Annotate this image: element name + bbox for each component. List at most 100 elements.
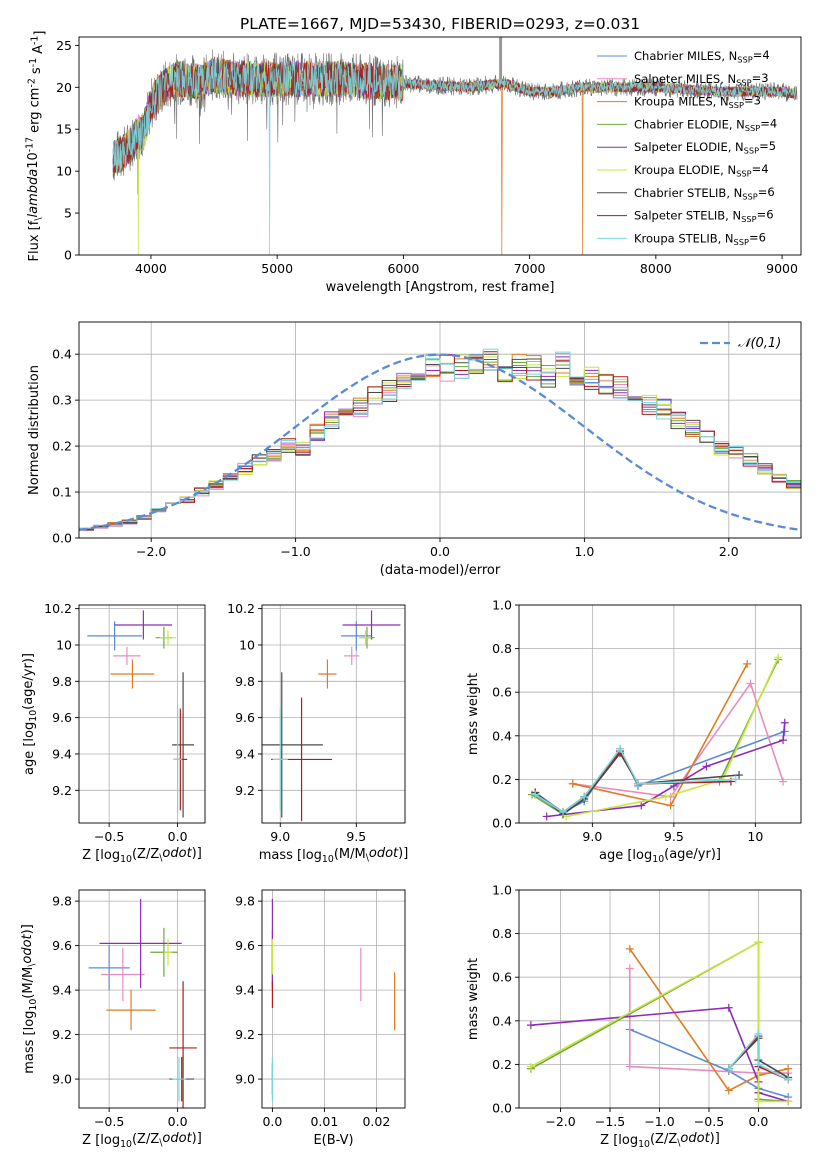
legend-label: Salpeter MILES, NSSP​=3 <box>634 71 769 87</box>
weight-marker-2 <box>568 779 577 788</box>
weight-marker-5 <box>526 1062 535 1071</box>
weight-line-5 <box>566 656 779 818</box>
y-tick-label: 9.4 <box>52 983 72 998</box>
legend-label: Kroupa STELIB, NSSP​=6 <box>634 230 766 246</box>
weight-marker-8 <box>724 1064 733 1073</box>
y-tick-label: 0.4 <box>52 347 72 362</box>
weight-marker-2 <box>784 1064 793 1073</box>
plot-area <box>79 348 801 532</box>
y-tick-label: 0.2 <box>492 1057 512 1072</box>
massweight-vs-metallicity-panel: −2.0 −1.5 −1.0 −0.5 0.0 0.0 0.2 0.4 0.6 0.8 1.0 Z [… <box>466 883 802 1150</box>
weight-marker-4 <box>702 762 711 771</box>
mass-vs-metallicity-panel: −0.5 0.0 9.0 9.2 9.4 9.6 9.8 Z [log10​(Z/Z\​odo… <box>20 889 206 1150</box>
y-axis-label: mass weight <box>466 673 481 755</box>
x-tick-label: −2.0 <box>136 544 166 559</box>
y-tick-label: 10 <box>56 637 72 652</box>
y-tick-label: 0.8 <box>492 926 512 941</box>
weight-marker-2 <box>625 944 634 953</box>
x-axis-label: E(B-V) <box>313 1133 353 1148</box>
x-tick-label: 6000 <box>387 261 419 276</box>
legend-label: 𝒩(0,1) <box>738 336 781 351</box>
legend-label: Salpeter STELIB, NSSP​=6 <box>634 208 774 224</box>
y-tick-label: 1.0 <box>492 598 512 613</box>
y-tick-label: 10 <box>56 164 72 179</box>
x-axis-label: age [log10​(age/yr)] <box>599 847 721 865</box>
plot-area <box>262 610 401 822</box>
x-tick-label: 0.0 <box>262 1114 282 1129</box>
weight-marker-4 <box>542 812 551 821</box>
model-line-7 <box>112 56 796 177</box>
plot-area <box>528 653 789 821</box>
x-tick-label: 9.0 <box>582 829 602 844</box>
weight-marker-1 <box>625 1062 634 1071</box>
y-tick-label: 0.0 <box>492 1101 512 1116</box>
x-tick-label: 9.5 <box>346 829 366 844</box>
legend-label: Chabrier ELODIE, NSSP​=4 <box>634 116 777 132</box>
residual-histogram-panel: 𝒩(0,1) −2.0 −1.0 0.0 1.0 2.0 0.0 0.1 0.2 0.3 0.4 (d… <box>27 321 802 578</box>
x-tick-label: −0.5 <box>94 829 124 844</box>
y-tick-label: 10 <box>239 637 255 652</box>
weight-marker-4 <box>780 718 789 727</box>
weight-marker-8 <box>580 792 589 801</box>
x-tick-label: −1.5 <box>595 1114 625 1129</box>
weight-marker-5 <box>784 1097 793 1106</box>
x-axis-label: Z [log10​(Z/Z\​odot)] <box>600 1131 720 1150</box>
x-tick-label: 1.0 <box>574 544 594 559</box>
x-tick-label: 7000 <box>514 261 546 276</box>
y-tick-label: 1.0 <box>492 883 512 898</box>
plot-area <box>112 37 798 255</box>
y-tick-label: 0.0 <box>52 531 72 546</box>
x-axis-label: Z [log10​(Z/Z\​odot)] <box>82 1131 202 1150</box>
weight-marker-4 <box>526 1021 535 1030</box>
x-tick-label: 0.0 <box>168 829 188 844</box>
y-tick-label: 9.2 <box>52 783 72 798</box>
y-tick-label: 20 <box>56 80 72 95</box>
weight-marker-4 <box>637 801 646 810</box>
axes-frame <box>261 889 406 1109</box>
y-axis-label: mass weight <box>466 958 481 1040</box>
axes-frame <box>261 604 406 824</box>
weight-marker-1 <box>746 679 755 688</box>
axes-frame <box>78 36 802 256</box>
weight-marker-1 <box>625 964 634 973</box>
x-axis-label: wavelength [Angstrom, rest frame] <box>326 280 555 295</box>
y-tick-label: 25 <box>56 38 72 53</box>
y-tick-label: 0.2 <box>52 439 72 454</box>
massweight-vs-age-panel: 9.0 9.5 10 0.0 0.2 0.4 0.6 0.8 1.0 age [log10​(ag… <box>466 598 802 865</box>
normal-curve <box>79 353 799 532</box>
x-tick-label: 9.5 <box>664 829 684 844</box>
y-tick-label: 0.0 <box>492 816 512 831</box>
legend-label: Chabrier STELIB, NSSP​=6 <box>634 185 775 201</box>
weight-marker-8 <box>754 1060 763 1069</box>
weight-marker-8 <box>559 808 568 817</box>
x-tick-label: 5000 <box>261 261 293 276</box>
x-tick-label: 4000 <box>135 261 167 276</box>
weight-marker-2 <box>743 659 752 668</box>
y-tick-label: 5 <box>64 206 72 221</box>
y-tick-label: 9.4 <box>235 983 255 998</box>
x-axis-label: (data-model)/error <box>380 563 501 578</box>
y-tick-label: 9.6 <box>52 938 72 953</box>
plot-area <box>271 898 396 1102</box>
y-tick-label: 10.2 <box>227 601 255 616</box>
weight-marker-8 <box>784 1075 793 1084</box>
y-tick-label: 9.8 <box>52 674 72 689</box>
y-axis-label: Normed distribution <box>27 365 42 495</box>
weight-marker-8 <box>754 1029 763 1038</box>
y-tick-label: 0.2 <box>492 772 512 787</box>
histogram-series-8 <box>79 348 801 529</box>
y-tick-label: 0.4 <box>492 1013 512 1028</box>
plot-area <box>526 938 793 1106</box>
weight-marker-8 <box>731 775 740 784</box>
x-tick-label: 0.02 <box>362 1114 390 1129</box>
y-tick-label: 0.4 <box>492 728 512 743</box>
y-tick-label: 0.6 <box>492 685 512 700</box>
y-tick-label: 10.2 <box>44 601 72 616</box>
axes-frame <box>518 604 802 824</box>
weight-line-0 <box>534 730 785 814</box>
age-vs-mass-panel: 9.0 9.5 9.2 9.4 9.6 9.8 10 10.2 mass [log10​(M/M… <box>227 601 408 865</box>
x-tick-label: −0.5 <box>94 1114 124 1129</box>
weight-marker-2 <box>666 801 675 810</box>
y-tick-label: 9.6 <box>52 710 72 725</box>
plot-area <box>87 610 195 818</box>
